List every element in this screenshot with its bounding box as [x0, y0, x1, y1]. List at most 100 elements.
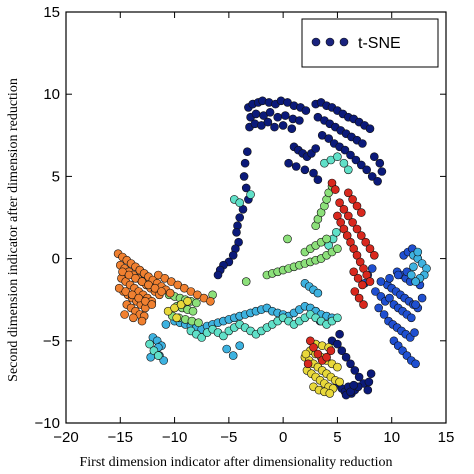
legend-marker-icon: [311, 37, 349, 47]
scatter-point: [356, 208, 366, 217]
scatter-point: [411, 277, 420, 286]
scatter-point: [291, 162, 301, 171]
x-tick-label: −10: [162, 429, 187, 446]
x-tick-label: 0: [279, 429, 287, 446]
scatter-point: [411, 300, 420, 309]
scatter-point: [192, 298, 201, 308]
scatter-point: [235, 198, 244, 207]
scatter-point: [351, 155, 361, 165]
legend-marker: [325, 37, 335, 47]
scatter-point: [343, 188, 353, 198]
scatter-point: [337, 346, 347, 356]
scatter-point: [213, 270, 223, 280]
legend-box: [301, 18, 439, 68]
legend-label: t-SNE: [358, 35, 401, 52]
y-tick-label: −10: [35, 415, 60, 432]
scatter-point: [413, 247, 423, 257]
scatter-point: [232, 228, 241, 237]
scatter-point: [374, 303, 384, 313]
y-tick-label: −5: [43, 333, 60, 350]
scatter-point: [385, 273, 394, 283]
scatter-point: [379, 310, 389, 319]
scatter-point: [365, 124, 375, 133]
x-tick-label: 10: [383, 429, 400, 446]
scatter-point: [354, 372, 364, 382]
x-tick-label: −15: [108, 429, 133, 446]
scatter-point: [333, 362, 342, 372]
y-tick-label: 5: [52, 168, 60, 185]
scatter-point: [376, 277, 386, 286]
scatter-point: [241, 183, 251, 193]
scatter-point: [206, 296, 215, 306]
scatter-point: [243, 147, 252, 156]
scatter-point: [265, 108, 275, 117]
scatter-point: [346, 150, 355, 160]
scatter-point: [359, 300, 368, 309]
scatter-point: [349, 267, 359, 277]
scatter-point: [183, 296, 192, 306]
scatter-point: [309, 343, 318, 352]
scatter-point: [322, 352, 331, 362]
scatter-point: [348, 218, 357, 227]
scatter-point: [343, 165, 353, 175]
scatter-point: [241, 277, 251, 286]
scatter-point: [137, 316, 147, 326]
scatter-point: [369, 152, 379, 161]
scatter-point: [361, 237, 371, 247]
scatter-point: [393, 270, 403, 280]
scatter-point: [240, 158, 250, 168]
scatter-point: [385, 293, 394, 303]
scatter-point: [219, 331, 228, 341]
x-tick-label: −5: [220, 429, 237, 446]
scatter-point: [367, 172, 377, 181]
scatter-point: [343, 211, 353, 221]
y-tick-label: 15: [43, 4, 60, 21]
scatter-point: [363, 385, 373, 395]
scatter-point: [346, 359, 355, 369]
plot-area-frame: [65, 11, 447, 424]
scatter-point: [356, 160, 366, 170]
scatter-point: [410, 328, 419, 337]
scatter-point: [235, 341, 244, 351]
scatter-point: [228, 251, 238, 260]
y-tick-label: 10: [43, 86, 60, 103]
scatter-point: [364, 377, 374, 387]
scatter-point: [129, 313, 138, 323]
scatter-point: [270, 122, 279, 132]
scatter-point: [324, 134, 334, 143]
scatter-point: [358, 139, 367, 148]
scatter-points: [113, 96, 431, 400]
scatter-point: [366, 369, 376, 379]
scatter-point: [313, 288, 323, 298]
scatter-point: [373, 177, 382, 186]
scatter-point: [352, 224, 362, 234]
scatter-point: [159, 356, 168, 365]
scatter-point: [377, 167, 387, 176]
scatter-point: [406, 313, 416, 323]
scatter-point: [322, 234, 331, 244]
x-tick-label: 5: [333, 429, 341, 446]
scatter-point: [313, 175, 323, 184]
x-axis-title: First dimension indicator after dimensio…: [80, 455, 393, 470]
scatter-point: [300, 165, 310, 175]
scatter-point: [341, 352, 351, 362]
scatter-point: [235, 213, 244, 222]
scatter-point: [157, 287, 166, 296]
scatter-point: [365, 277, 375, 286]
scatter-point: [147, 300, 157, 309]
scatter-point: [335, 198, 344, 207]
scatter-point: [309, 168, 318, 178]
scatter-point: [197, 333, 206, 342]
scatter-point: [339, 158, 349, 168]
scatter-point: [356, 231, 366, 240]
scatter-point: [358, 280, 367, 290]
scatter-point: [194, 318, 203, 328]
scatter-point: [353, 273, 363, 283]
scatter-point: [246, 190, 255, 199]
scatter-point: [313, 349, 323, 359]
scatter-point: [301, 106, 311, 115]
scatter-point: [287, 124, 297, 133]
x-tick-label: 15: [438, 429, 455, 446]
scatter-point: [333, 313, 342, 323]
